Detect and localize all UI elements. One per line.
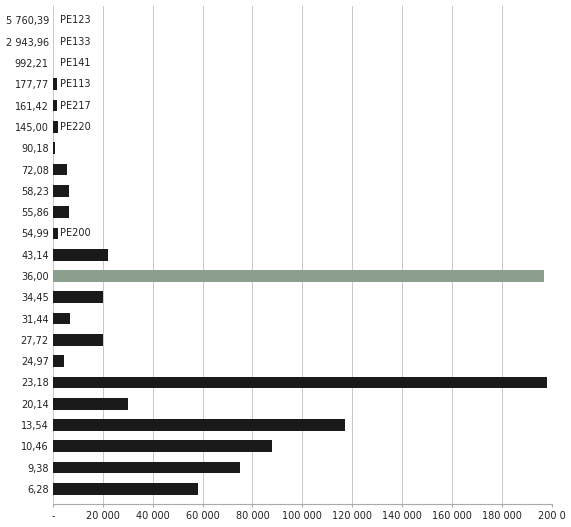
Bar (53, 249, 108, 260)
Bar (53, 334, 103, 346)
Text: PE141: PE141 (60, 58, 90, 68)
Bar (53, 206, 69, 218)
Text: PE200: PE200 (60, 228, 91, 238)
Bar (53, 291, 103, 303)
Text: PE217: PE217 (60, 101, 91, 111)
Bar (53, 313, 70, 325)
Bar (53, 377, 546, 388)
Bar (53, 79, 57, 90)
Bar (53, 483, 198, 495)
Bar (53, 142, 55, 154)
Bar (53, 355, 64, 367)
Text: PE123: PE123 (60, 15, 91, 25)
Bar (53, 228, 58, 239)
Bar (53, 441, 272, 452)
Text: PE220: PE220 (60, 122, 91, 132)
Bar (53, 419, 345, 431)
Bar (53, 100, 57, 112)
Text: PE133: PE133 (60, 37, 90, 47)
Bar (53, 185, 69, 197)
Bar (53, 121, 58, 133)
Text: PE113: PE113 (60, 80, 90, 90)
Bar (53, 398, 128, 409)
Bar (53, 164, 67, 175)
Bar (53, 462, 240, 473)
Bar (53, 270, 544, 282)
